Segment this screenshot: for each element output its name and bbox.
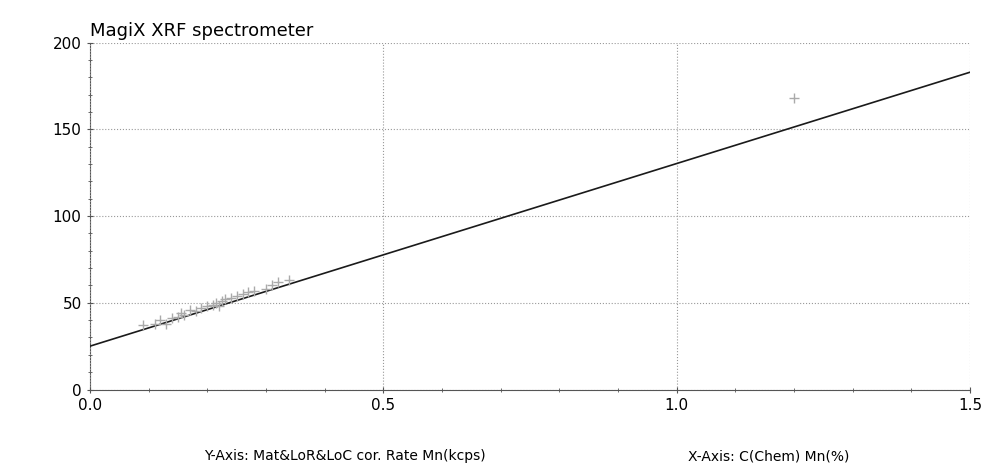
Point [223,294,239,302]
Text: MagiX XRF spectrometer: MagiX XRF spectrometer [90,22,313,40]
Point [208,299,224,307]
Text: X-Axis: C(Chem) Mn(%): X-Axis: C(Chem) Mn(%) [688,449,850,463]
Point [182,306,198,314]
Point [170,313,186,321]
Point [229,292,245,300]
Point [217,295,233,303]
Point [173,309,189,317]
Point [211,303,227,310]
Point [164,314,180,322]
Point [214,297,230,305]
Point [246,287,262,294]
Point [270,278,286,286]
Point [205,301,221,308]
Point [158,320,174,327]
Point [135,322,151,329]
Point [281,276,297,284]
Point [786,95,802,102]
Point [264,282,280,289]
Point [152,316,168,324]
Point [235,290,251,298]
Point [193,304,209,312]
Text: Y-Axis: Mat&LoR&LoC cor. Rate Mn(kcps): Y-Axis: Mat&LoR&LoC cor. Rate Mn(kcps) [204,449,486,463]
Point [176,311,192,319]
Point [199,303,215,310]
Point [188,308,204,315]
Point [258,285,274,293]
Point [147,320,163,327]
Point [240,289,256,296]
